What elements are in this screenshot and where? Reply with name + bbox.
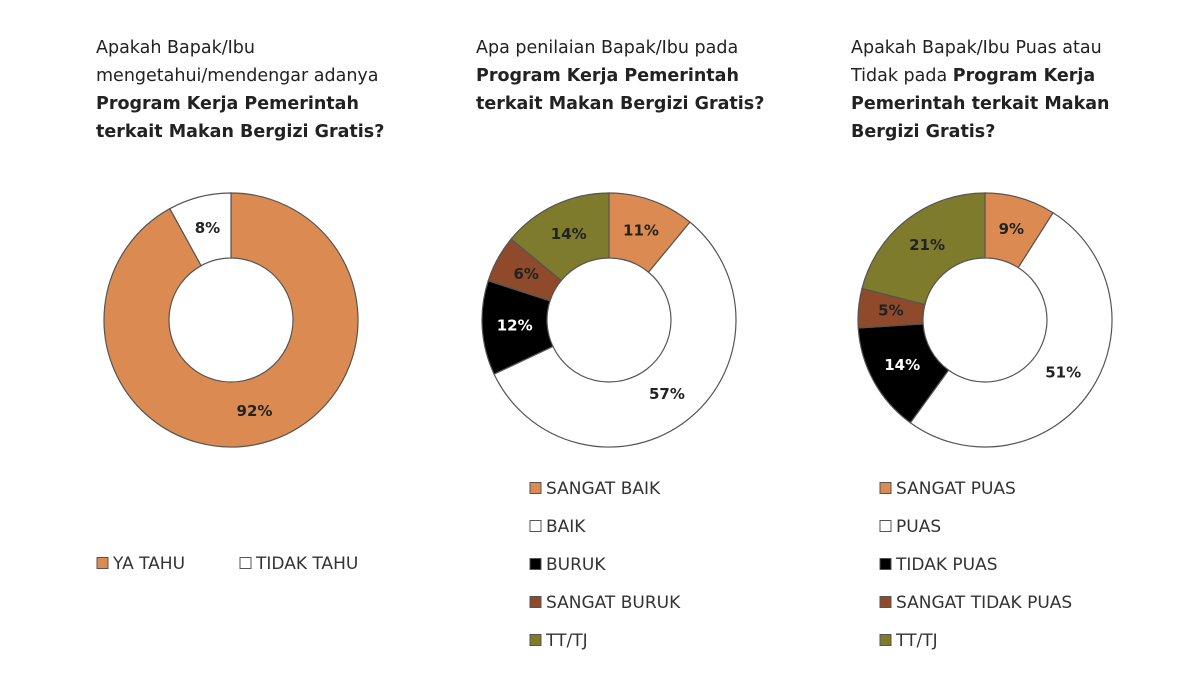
value-label: 57% bbox=[649, 385, 685, 403]
value-label: 9% bbox=[999, 220, 1024, 238]
value-label: 92% bbox=[237, 402, 273, 420]
legend-swatch bbox=[879, 520, 892, 532]
question-bold: Program Kerja Pemerintah terkait Makan B… bbox=[476, 66, 765, 114]
question-bold: Program Kerja Pemerintah terkait Makan B… bbox=[851, 66, 1110, 142]
donut-slice bbox=[861, 192, 986, 306]
donut-slice bbox=[493, 221, 737, 448]
question: Apakah Bapak/Ibu mengetahui/mendengar ad… bbox=[96, 34, 416, 146]
legend-swatch bbox=[879, 482, 892, 494]
value-label: 5% bbox=[878, 302, 903, 320]
value-label: 12% bbox=[497, 316, 533, 334]
question: Apakah Bapak/Ibu Puas atau Tidak pada Pr… bbox=[851, 34, 1151, 146]
legend-label: TT/TJ bbox=[545, 631, 588, 651]
question-text: Apakah Bapak/Ibu mengetahui/mendengar ad… bbox=[96, 38, 379, 86]
question: Apa penilaian Bapak/Ibu pada Program Ker… bbox=[476, 34, 781, 118]
value-label: 11% bbox=[623, 222, 659, 240]
value-label: 14% bbox=[551, 225, 587, 243]
legend-swatch bbox=[96, 557, 109, 569]
legend-label: PUAS bbox=[896, 517, 941, 537]
legend-label: BURUK bbox=[546, 555, 606, 575]
legend-swatch bbox=[529, 596, 542, 608]
question-bold: Program Kerja Pemerintah terkait Makan B… bbox=[96, 94, 385, 142]
legend-swatch bbox=[529, 634, 542, 646]
value-label: 6% bbox=[513, 265, 538, 283]
question-text: Apakah Bapak/Ibu Puas atau Tidak pada bbox=[851, 38, 1102, 86]
legend-label: TIDAK TAHU bbox=[255, 554, 358, 574]
legend-swatch bbox=[879, 596, 892, 608]
question-text: Apa penilaian Bapak/Ibu pada bbox=[476, 38, 739, 58]
legend-label: TIDAK PUAS bbox=[895, 555, 998, 575]
legend-swatch bbox=[529, 558, 542, 570]
legend-label: YA TAHU bbox=[112, 554, 185, 574]
legend-label: SANGAT BAIK bbox=[546, 479, 661, 499]
donut-slice bbox=[909, 211, 1113, 448]
legend-label: SANGAT TIDAK PUAS bbox=[896, 593, 1072, 613]
value-label: 51% bbox=[1045, 364, 1081, 382]
legend-label: TT/TJ bbox=[895, 631, 938, 651]
donut-slice bbox=[103, 192, 359, 448]
legend-swatch bbox=[239, 557, 252, 569]
legend-label: SANGAT BURUK bbox=[546, 593, 681, 613]
value-label: 21% bbox=[909, 236, 945, 254]
legend-label: SANGAT PUAS bbox=[896, 479, 1016, 499]
value-label: 14% bbox=[884, 356, 920, 374]
legend-swatch bbox=[529, 520, 542, 532]
legend-label: BAIK bbox=[546, 517, 586, 537]
donut-slice bbox=[169, 192, 232, 267]
value-label: 8% bbox=[195, 219, 220, 237]
legend-swatch bbox=[879, 558, 892, 570]
legend-swatch bbox=[879, 634, 892, 646]
legend-swatch bbox=[529, 482, 542, 494]
donut-slice bbox=[510, 192, 610, 282]
